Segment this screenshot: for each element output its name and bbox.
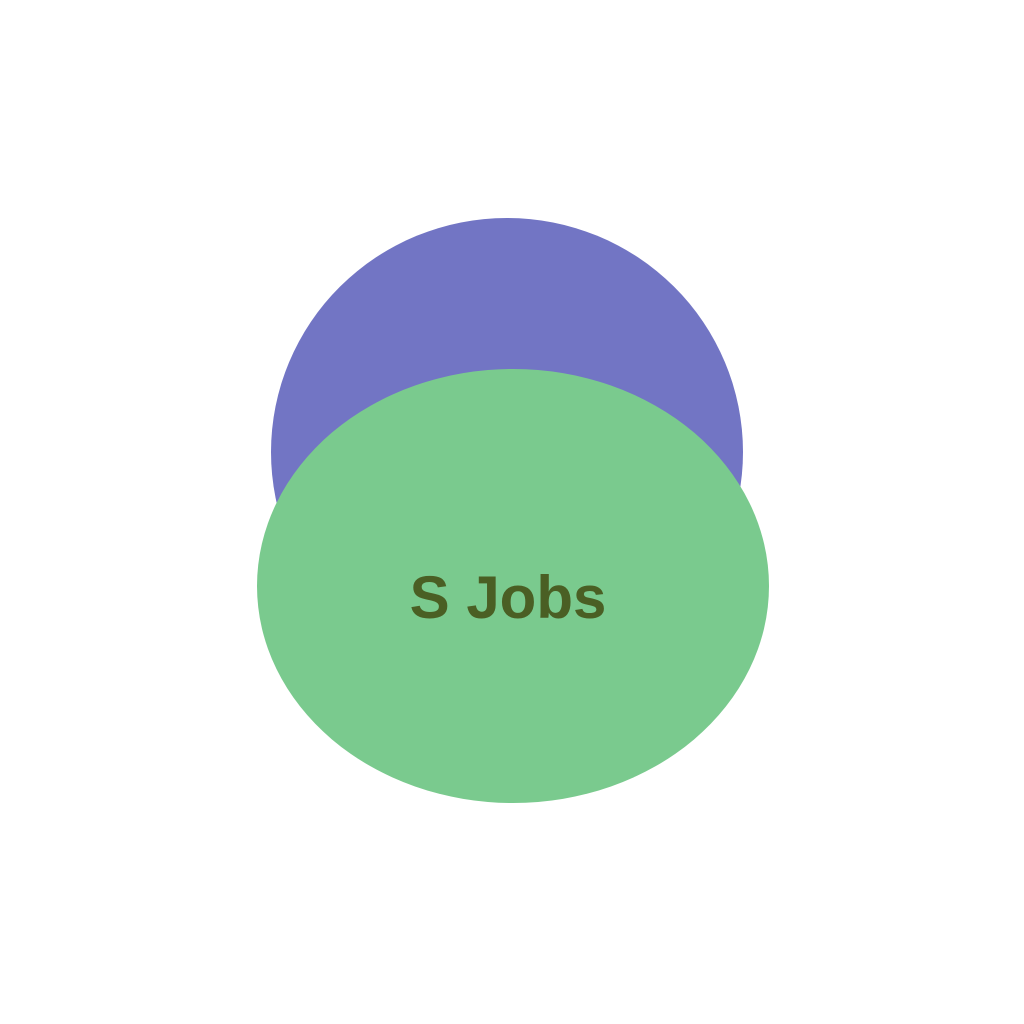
front-ellipse	[257, 369, 769, 803]
logo-text: S Jobs	[410, 564, 607, 631]
